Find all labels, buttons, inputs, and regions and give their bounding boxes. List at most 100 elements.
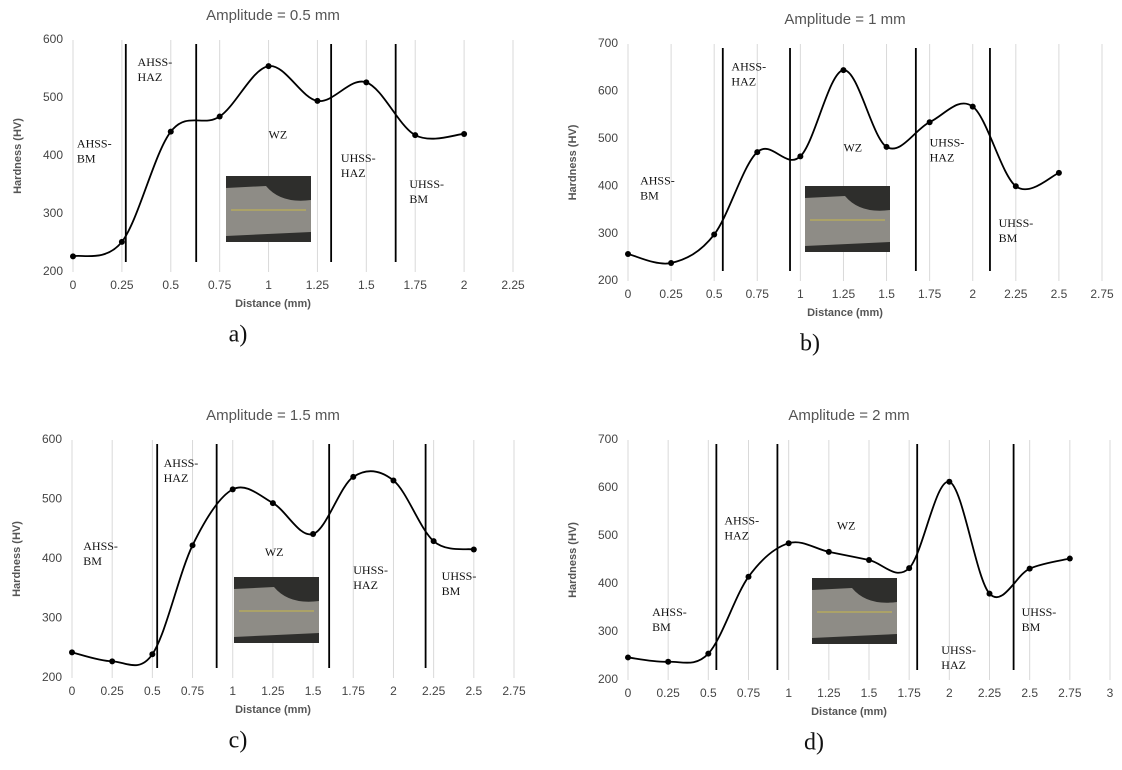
data-point [969,103,976,110]
zone-label-line: WZ [837,518,856,532]
zone-label: AHSS-HAZ [138,55,173,84]
x-tick-label: 0.75 [746,287,770,301]
x-tick-label: 2 [390,684,397,698]
inset-weld [812,588,897,638]
x-tick-label: 0.25 [101,684,125,698]
y-tick-label: 400 [598,576,618,590]
x-tick-label: 3 [1107,686,1114,700]
y-tick-label: 400 [42,551,62,565]
y-tick-label: 200 [598,273,618,287]
y-tick-label: 700 [598,432,618,446]
zone-label-line: UHSS- [341,151,376,165]
x-tick-label: 2.25 [978,686,1002,700]
x-tick-label: 1.25 [832,287,856,301]
chart-panel: Amplitude = 1.5 mm 0 0.25 0.5 0.75 1 1.25 1.5 1.… [11,407,526,754]
y-axis-label: Hardness (HV) [11,521,23,597]
x-axis-label: Distance (mm) [235,298,311,310]
y-tick-label: 400 [43,148,63,162]
x-tick-label: 2.75 [502,684,526,698]
zone-label: AHSS-HAZ [731,59,766,88]
zone-label-line: UHSS- [442,569,477,583]
zone-label-line: BM [77,151,96,165]
zone-label: WZ [837,518,856,532]
y-tick-label: 600 [43,32,63,46]
x-tick-label: 1.25 [306,278,330,292]
x-tick-label: 0.75 [208,278,232,292]
x-tick-label: 2 [946,686,953,700]
zone-label: UHSS-HAZ [341,151,376,180]
x-tick-label: 1.5 [861,686,878,700]
x-axis-label: Distance (mm) [235,704,311,716]
zone-label-line: UHSS- [353,563,388,577]
zone-label: UHSS-HAZ [930,135,965,164]
y-tick-label: 600 [42,432,62,446]
zone-label-line: BM [409,192,428,206]
chart-title: Amplitude = 2 mm [788,407,909,424]
panel-label: b) [800,331,820,357]
data-point [797,153,804,160]
data-point [705,650,712,657]
data-point [216,113,223,120]
zone-label-line: UHSS- [999,216,1034,230]
x-tick-label: 2.25 [422,684,446,698]
y-tick-label: 600 [598,480,618,494]
zone-label-line: UHSS- [941,643,976,657]
zone-label-line: HAZ [138,70,163,84]
inset-weld [234,587,319,637]
y-tick-label: 500 [598,528,618,542]
y-tick-label: 200 [43,264,63,278]
x-tick-label: 1.75 [342,684,366,698]
data-point [745,573,752,580]
zone-label: AHSS-BM [640,173,675,202]
data-point [430,538,437,545]
zone-label: UHSS-HAZ [941,643,976,672]
zone-label-line: WZ [269,127,288,141]
inset-weld [805,196,890,246]
zone-label: AHSS-BM [77,136,112,165]
data-point [310,531,317,538]
data-point [625,250,631,257]
data-point [470,546,477,553]
x-tick-label: 0.25 [659,287,683,301]
x-tick-label: 2.25 [1004,287,1028,301]
chart-panel: Amplitude = 1 mm 0 0.25 0.5 0.75 1 1.25 1.5 1.75… [567,11,1114,357]
data-point [70,253,76,260]
x-tick-label: 0.25 [110,278,134,292]
data-point [69,649,75,656]
x-tick-label: 0.5 [162,278,179,292]
y-axis-label: Hardness (HV) [12,118,24,194]
x-tick-label: 0 [70,278,77,292]
x-tick-label: 2.25 [501,278,525,292]
zone-label: WZ [265,545,284,559]
zone-label-line: AHSS- [138,55,173,69]
x-tick-label: 1.75 [897,686,921,700]
data-point [314,97,321,104]
x-tick-label: 1.25 [817,686,841,700]
panel-label: d) [804,730,824,756]
data-point [665,658,672,665]
x-tick-label: 1.75 [918,287,942,301]
data-point [926,119,933,126]
zone-label-line: UHSS- [409,177,444,191]
data-point [668,259,675,266]
data-point [265,63,272,70]
data-point [906,565,913,572]
y-tick-label: 500 [43,90,63,104]
x-axis-label: Distance (mm) [807,307,883,319]
chart-panel: Amplitude = 2 mm 0 0.25 0.5 0.75 1 1.25 1.5 1.75… [567,407,1114,756]
zone-label-line: AHSS- [652,605,687,619]
zone-label: AHSS-HAZ [724,513,759,542]
data-point [711,231,718,238]
zone-label: UHSS-BM [409,177,444,206]
data-point [412,132,419,139]
x-tick-label: 2.75 [1058,686,1082,700]
data-point [363,79,370,86]
zone-label-line: HAZ [341,166,366,180]
zone-label: AHSS-BM [652,605,687,634]
zone-label-line: AHSS- [724,513,759,527]
x-tick-label: 0.5 [700,686,717,700]
y-tick-label: 200 [42,670,62,684]
zone-label-line: HAZ [941,658,966,672]
data-point [167,128,174,135]
y-tick-label: 500 [42,492,62,506]
